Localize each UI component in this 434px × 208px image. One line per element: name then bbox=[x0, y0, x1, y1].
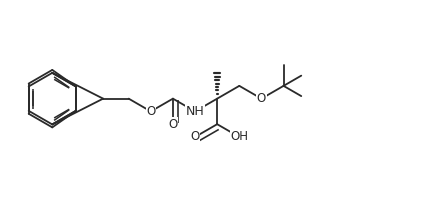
Text: NH: NH bbox=[186, 105, 204, 118]
Text: O: O bbox=[191, 130, 200, 144]
Text: O: O bbox=[168, 118, 178, 131]
Text: OH: OH bbox=[230, 130, 248, 144]
Text: O: O bbox=[146, 105, 155, 118]
Text: O: O bbox=[257, 92, 266, 105]
